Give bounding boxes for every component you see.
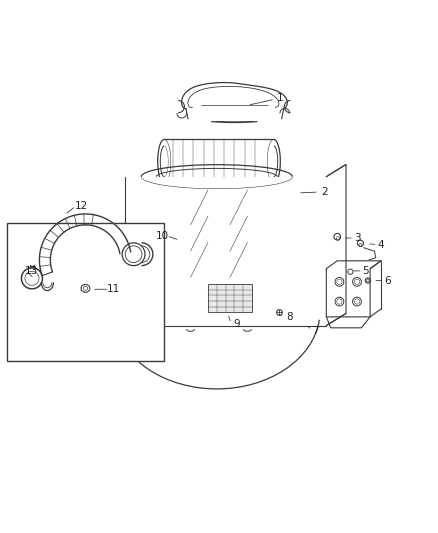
Text: 9: 9 (233, 319, 240, 329)
Ellipse shape (186, 90, 283, 110)
Bar (164, 140, 274, 183)
Text: 11: 11 (107, 284, 120, 294)
Text: 1: 1 (277, 93, 284, 103)
Bar (7, 223, 164, 361)
Bar (208, 284, 252, 312)
Text: 3: 3 (353, 233, 360, 243)
Text: 6: 6 (384, 276, 391, 286)
Ellipse shape (158, 140, 171, 183)
Ellipse shape (267, 140, 280, 183)
Text: 13: 13 (25, 266, 38, 276)
Bar (125, 177, 326, 326)
Text: 10: 10 (155, 231, 169, 241)
Text: 7: 7 (312, 326, 319, 336)
Text: 4: 4 (378, 240, 385, 249)
Text: 2: 2 (321, 187, 328, 197)
Text: 12: 12 (74, 201, 88, 211)
Polygon shape (326, 261, 381, 317)
Text: 5: 5 (362, 266, 369, 276)
Text: 8: 8 (286, 312, 293, 322)
Bar (326, 255, 388, 326)
